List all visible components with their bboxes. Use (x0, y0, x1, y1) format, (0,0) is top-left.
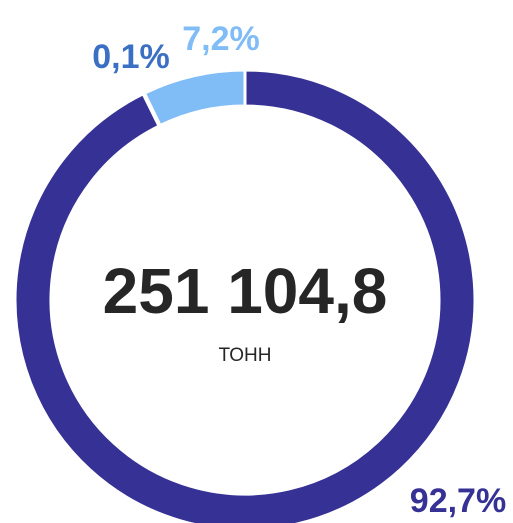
center-label: ТОНН (219, 345, 272, 366)
center-value: 251 104,8 (103, 255, 388, 327)
data-label: 0,1% (92, 38, 170, 76)
data-label: 7,2% (182, 20, 260, 58)
segment (142, 68, 247, 128)
data-label: 92,7% (410, 482, 506, 520)
segment (13, 68, 477, 523)
donut (13, 68, 477, 523)
